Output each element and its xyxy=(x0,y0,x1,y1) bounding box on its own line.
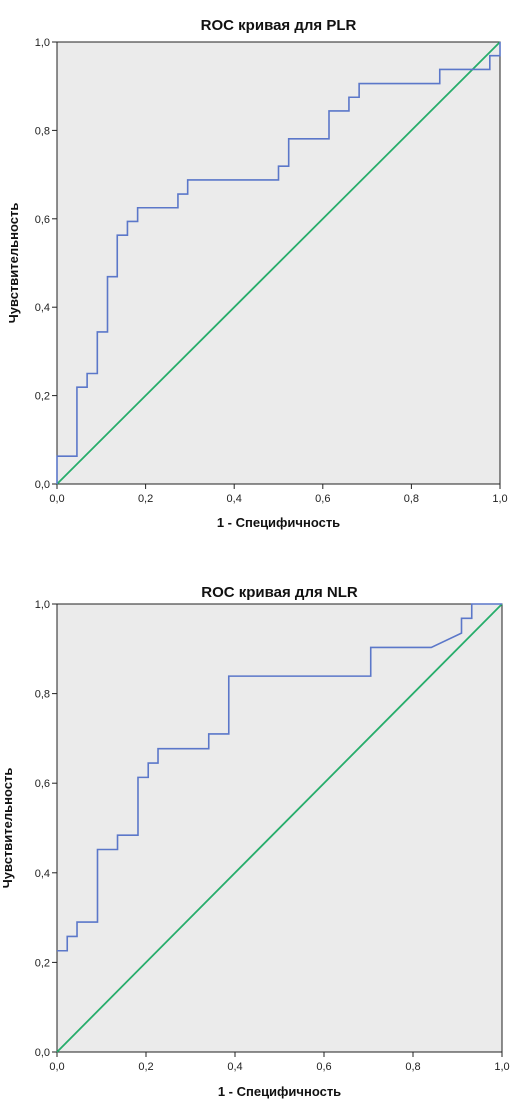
plr-x-tick-label: 0,2 xyxy=(138,493,153,505)
plr-x-tick-label: 0,4 xyxy=(227,493,242,505)
nlr-y-tick-label: 0,4 xyxy=(35,868,50,880)
nlr-chart-title: ROC кривая для NLR xyxy=(201,584,358,601)
plr-y-tick-label: 0,4 xyxy=(35,302,50,314)
plr-y-axis-label: Чувствительность xyxy=(6,203,21,324)
nlr-y-tick-label: 0,8 xyxy=(35,689,50,701)
plr-x-axis-label: 1 - Специфичность xyxy=(217,515,340,530)
plr-x-tick-label: 0,6 xyxy=(315,493,330,505)
plr-x-tick-label: 0,0 xyxy=(49,493,64,505)
nlr-x-tick-label: 0,4 xyxy=(227,1061,242,1073)
plr-x-tick-label: 0,8 xyxy=(404,493,419,505)
plr-x-tick-label: 1,0 xyxy=(492,493,507,505)
nlr-y-tick-label: 0,6 xyxy=(35,778,50,790)
plr-y-tick-label: 0,6 xyxy=(35,214,50,226)
nlr-x-axis-label: 1 - Специфичность xyxy=(218,1084,341,1099)
plr-y-tick-label: 0,8 xyxy=(35,125,50,137)
plr-y-tick-label: 0,2 xyxy=(35,391,50,403)
plr-chart-title: ROC кривая для PLR xyxy=(201,17,357,34)
nlr-x-tick-label: 1,0 xyxy=(494,1061,509,1073)
plr-y-tick-label: 0,0 xyxy=(35,479,50,491)
nlr-y-tick-label: 0,0 xyxy=(35,1047,50,1059)
nlr-reference-line xyxy=(56,603,503,1053)
roc-chart-plr-svg: ROC кривая для PLR 0,0 0,2 0,4 0,6 0,8 1,0 0,0 0… xyxy=(6,17,508,530)
roc-chart-plr: ROC кривая для PLR 0,0 0,2 0,4 0,6 0,8 1,0 0,0 0… xyxy=(6,17,508,530)
nlr-roc-curve xyxy=(57,603,502,952)
plr-y-tick-label: 1,0 xyxy=(35,37,50,49)
plr-roc-curve xyxy=(56,42,501,484)
roc-chart-nlr-svg: ROC кривая для NLR 0,0 0,2 0,4 0,6 0,8 1,0 0,0 0… xyxy=(0,584,510,1099)
nlr-x-tick-label: 0,8 xyxy=(405,1061,420,1073)
nlr-x-tick-label: 0,6 xyxy=(316,1061,331,1073)
nlr-y-tick-label: 0,2 xyxy=(35,957,50,969)
nlr-y-axis-label: Чувствительность xyxy=(0,768,15,889)
nlr-x-tick-label: 0,2 xyxy=(138,1061,153,1073)
roc-chart-nlr: ROC кривая для NLR 0,0 0,2 0,4 0,6 0,8 1,0 0,0 0… xyxy=(0,553,510,1106)
plr-reference-line xyxy=(56,41,501,485)
nlr-y-tick-label: 1,0 xyxy=(35,599,50,611)
nlr-x-tick-label: 0,0 xyxy=(49,1061,64,1073)
